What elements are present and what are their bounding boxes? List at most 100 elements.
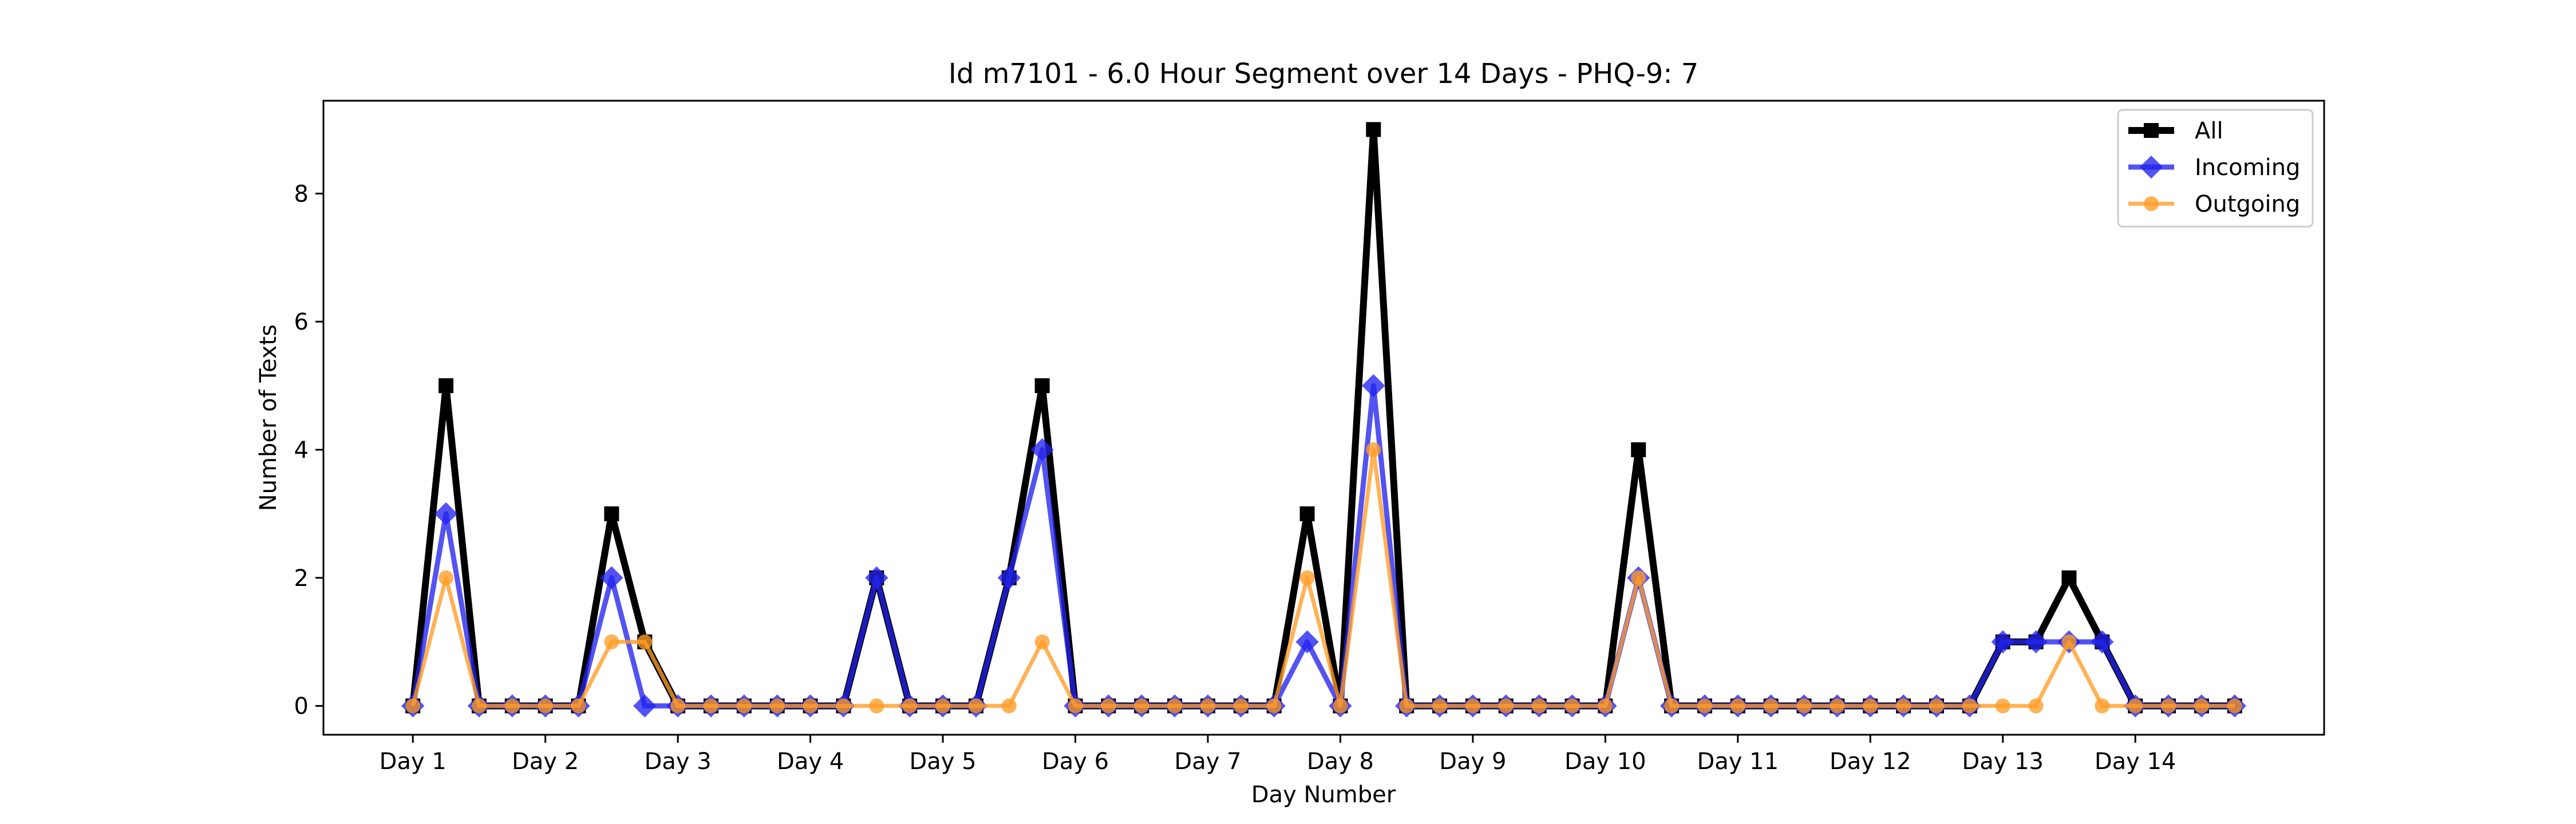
data-point-all [1034, 378, 1050, 394]
x-axis-label: Day Number [1251, 782, 1396, 808]
data-point-outgoing [1333, 698, 1348, 714]
data-point-incoming [2091, 630, 2114, 653]
chart-title: Id m7101 - 6.0 Hour Segment over 14 Days… [949, 58, 1699, 90]
data-point-outgoing [1101, 698, 1116, 714]
x-tick-label: Day 12 [1830, 748, 1911, 775]
data-point-outgoing [1863, 698, 1878, 714]
data-point-outgoing [2095, 698, 2110, 714]
data-point-outgoing [1299, 570, 1315, 585]
data-point-outgoing [2128, 698, 2143, 714]
y-axis-label: Number of Texts [255, 324, 282, 511]
legend-swatch-marker [2139, 155, 2163, 179]
data-point-outgoing [1001, 698, 1017, 714]
legend-label: Incoming [2195, 154, 2300, 181]
y-tick-label: 4 [294, 437, 309, 464]
data-point-incoming [1991, 630, 2014, 653]
x-tick-label: Day 8 [1307, 748, 1374, 775]
data-point-outgoing [604, 634, 619, 649]
data-point-outgoing [538, 698, 553, 714]
data-point-outgoing [736, 698, 752, 714]
legend-swatch-marker [2144, 123, 2159, 138]
legend-box [2117, 109, 2314, 228]
series-layer [401, 122, 2246, 718]
x-tick-label: Day 10 [1564, 748, 1646, 775]
data-point-outgoing [2194, 698, 2209, 714]
data-point-outgoing [1697, 698, 1712, 714]
legend-label: Outgoing [2195, 191, 2300, 217]
y-tick-label: 2 [294, 565, 309, 592]
data-point-incoming [865, 566, 888, 589]
legend: All Incoming Outgoing [2117, 109, 2314, 228]
data-point-incoming [600, 566, 623, 589]
legend-swatch-marker [2144, 196, 2159, 211]
data-point-outgoing [1167, 698, 1183, 714]
data-point-outgoing [1929, 698, 1944, 714]
legend-item-incoming: Incoming [2128, 154, 2300, 181]
data-point-outgoing [1730, 698, 1745, 714]
data-point-outgoing [571, 698, 586, 714]
data-point-outgoing [1664, 698, 1680, 714]
x-tick-label: Day 7 [1174, 748, 1241, 775]
data-point-outgoing [1432, 698, 1448, 714]
data-point-outgoing [2161, 698, 2176, 714]
data-point-outgoing [1399, 698, 1415, 714]
x-axis: Day 1 Day 2 Day 3 Day 4 Day 5 Day 6 Day 7 Day 8… [380, 735, 2176, 775]
x-tick-label: Day 2 [512, 748, 579, 775]
data-point-outgoing [1896, 698, 1911, 714]
data-point-outgoing [2227, 698, 2242, 714]
data-point-outgoing [2028, 698, 2044, 714]
data-point-outgoing [869, 698, 884, 714]
data-point-outgoing [1134, 698, 1149, 714]
x-tick-label: Day 14 [2095, 748, 2176, 775]
y-axis: 0 2 4 6 8 [294, 181, 323, 720]
series-outgoing [405, 442, 2242, 714]
data-point-outgoing [504, 698, 520, 714]
data-point-outgoing [1498, 698, 1514, 714]
data-point-outgoing [1796, 698, 1812, 714]
data-point-outgoing [1564, 698, 1580, 714]
x-tick-label: Day 1 [380, 748, 447, 775]
data-point-all [438, 378, 454, 394]
data-point-all [604, 506, 619, 521]
data-point-outgoing [1531, 698, 1547, 714]
data-point-outgoing [1366, 442, 1381, 457]
data-point-outgoing [803, 698, 818, 714]
legend-item-outgoing: Outgoing [2128, 191, 2300, 217]
data-point-incoming [633, 694, 657, 718]
data-point-outgoing [471, 698, 487, 714]
legend-label: All [2195, 118, 2223, 144]
data-point-all [1631, 442, 1646, 457]
x-tick-label: Day 5 [909, 748, 976, 775]
data-point-incoming [997, 566, 1021, 589]
data-point-outgoing [670, 698, 686, 714]
data-point-outgoing [769, 698, 785, 714]
x-tick-label: Day 13 [1962, 748, 2044, 775]
data-point-outgoing [1034, 634, 1050, 649]
data-point-incoming [434, 502, 458, 526]
data-point-outgoing [1200, 698, 1215, 714]
x-tick-label: Day 3 [645, 748, 712, 775]
data-point-incoming [1362, 374, 1385, 398]
y-tick-label: 0 [294, 694, 309, 720]
x-tick-label: Day 4 [777, 748, 844, 775]
data-point-all [1366, 122, 1381, 137]
data-point-incoming [2024, 630, 2048, 653]
data-point-outgoing [1068, 698, 1083, 714]
data-point-outgoing [1233, 698, 1249, 714]
x-tick-label: Day 9 [1439, 748, 1506, 775]
data-point-all [2061, 570, 2077, 585]
plot-frame [322, 100, 2325, 736]
data-point-outgoing [405, 698, 421, 714]
data-point-outgoing [1266, 698, 1282, 714]
data-point-outgoing [1631, 570, 1646, 585]
data-point-incoming [1295, 630, 1319, 653]
data-point-outgoing [836, 698, 851, 714]
data-point-outgoing [2061, 634, 2077, 649]
x-tick-label: Day 11 [1697, 748, 1779, 775]
data-point-outgoing [704, 698, 719, 714]
data-point-outgoing [1830, 698, 1845, 714]
data-point-outgoing [1962, 698, 1977, 714]
data-point-outgoing [935, 698, 951, 714]
data-point-outgoing [1465, 698, 1480, 714]
